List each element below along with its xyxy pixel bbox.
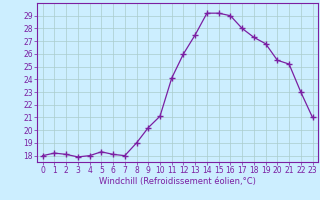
X-axis label: Windchill (Refroidissement éolien,°C): Windchill (Refroidissement éolien,°C) — [99, 177, 256, 186]
